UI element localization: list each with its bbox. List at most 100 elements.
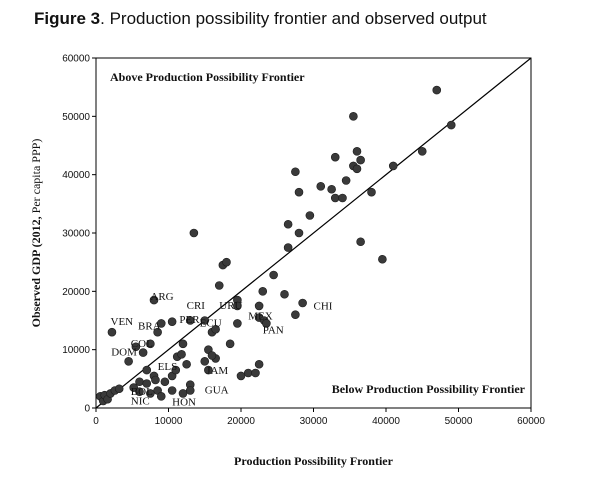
data-point xyxy=(142,365,152,375)
y-axis-title-main: Observed GDP (2012, xyxy=(29,216,43,327)
data-point xyxy=(160,377,170,387)
data-point xyxy=(269,270,278,280)
y-axis-title-unit: Per capita PPP) xyxy=(29,139,43,217)
data-point xyxy=(156,319,166,328)
data-point xyxy=(367,187,376,197)
data-point xyxy=(283,243,293,252)
country-label: HON xyxy=(172,397,196,409)
data-point xyxy=(189,228,199,238)
data-point xyxy=(124,357,133,366)
country-label: CRI xyxy=(187,300,206,312)
data-point xyxy=(349,112,358,121)
data-point xyxy=(294,187,304,197)
data-point xyxy=(291,167,300,177)
data-point xyxy=(330,193,340,203)
axes: 0 10000 20000 30000 40000 50000 60000 0 10000 200… xyxy=(62,54,545,428)
data-point xyxy=(138,348,148,357)
country-label: COL xyxy=(131,338,153,350)
country-label: CHI xyxy=(314,300,333,312)
country-label: PER xyxy=(179,314,200,326)
data-point xyxy=(262,319,271,328)
data-point xyxy=(114,384,124,394)
country-label: PAN xyxy=(263,324,284,336)
data-point xyxy=(251,368,260,378)
data-point xyxy=(258,287,268,296)
data-point xyxy=(185,316,195,325)
data-point xyxy=(316,182,326,191)
data-point xyxy=(167,317,177,326)
frontier-line xyxy=(95,57,532,409)
data-point xyxy=(156,392,166,401)
data-point xyxy=(142,379,152,388)
above-frontier-annotation: Above Production Possibility Frontier xyxy=(110,70,305,84)
data-point xyxy=(146,389,155,398)
country-label: ELS xyxy=(158,361,178,373)
data-point xyxy=(146,339,155,349)
figure-title: Figure 3. Production possibility frontie… xyxy=(34,9,487,29)
figure-label: Figure 3 xyxy=(34,9,101,28)
data-point xyxy=(171,365,181,375)
data-point xyxy=(236,371,246,381)
data-point xyxy=(182,359,191,369)
y-tick-label: 60000 xyxy=(62,54,90,65)
data-point xyxy=(352,164,362,174)
x-tick-label: 40000 xyxy=(372,416,400,427)
y-tick-label: 0 xyxy=(84,404,90,415)
data-point xyxy=(135,387,144,396)
data-point xyxy=(298,298,307,308)
data-point xyxy=(352,147,362,156)
data-point xyxy=(207,351,217,360)
x-tick-label: 50000 xyxy=(445,416,473,427)
country-label: NIC xyxy=(131,396,150,408)
data-point xyxy=(356,155,365,165)
below-frontier-annotation: Below Production Possibility Frontier xyxy=(332,382,526,396)
data-point xyxy=(330,152,340,162)
data-point xyxy=(214,281,224,290)
y-axis-title: Observed GDP (2012, Per capita PPP) xyxy=(29,139,43,328)
country-label: ECU xyxy=(200,317,222,329)
data-point xyxy=(149,295,159,305)
data-points xyxy=(96,85,456,406)
data-point xyxy=(283,219,293,229)
y-tick-label: 40000 xyxy=(62,170,90,181)
data-point xyxy=(129,383,138,392)
data-point xyxy=(233,319,242,328)
data-point xyxy=(204,365,213,375)
data-point xyxy=(294,228,304,238)
x-tick-label: 30000 xyxy=(300,416,328,427)
country-label: ARG xyxy=(150,291,173,303)
data-point xyxy=(178,339,188,349)
data-point xyxy=(222,257,231,267)
data-point xyxy=(291,310,300,319)
data-point xyxy=(417,147,427,156)
data-point xyxy=(378,254,387,264)
country-label: BRA xyxy=(138,320,161,332)
data-point xyxy=(131,342,141,352)
data-point xyxy=(356,237,365,247)
figure-title-text: . Production possibility frontier and ob… xyxy=(100,9,487,28)
x-tick-label: 60000 xyxy=(517,416,545,427)
data-point xyxy=(341,176,351,185)
data-point xyxy=(254,301,264,311)
data-point xyxy=(225,339,235,349)
data-point xyxy=(177,350,186,359)
data-point xyxy=(151,375,160,385)
y-tick-label: 10000 xyxy=(62,345,90,356)
country-label: GUA xyxy=(205,384,229,396)
data-point xyxy=(200,357,210,366)
country-label: URU xyxy=(219,300,242,312)
data-point xyxy=(233,301,242,311)
data-point xyxy=(388,161,398,171)
data-point xyxy=(185,386,195,395)
y-tick-label: 30000 xyxy=(62,229,90,240)
country-label: MEX xyxy=(248,310,273,322)
x-tick-label: 10000 xyxy=(155,416,183,427)
data-point xyxy=(280,289,289,299)
data-point xyxy=(107,327,117,337)
country-label: BOL xyxy=(131,386,153,398)
y-tick-label: 20000 xyxy=(62,287,90,298)
x-axis-title: Production Possibility Frontier xyxy=(234,454,394,468)
data-point xyxy=(305,211,315,220)
